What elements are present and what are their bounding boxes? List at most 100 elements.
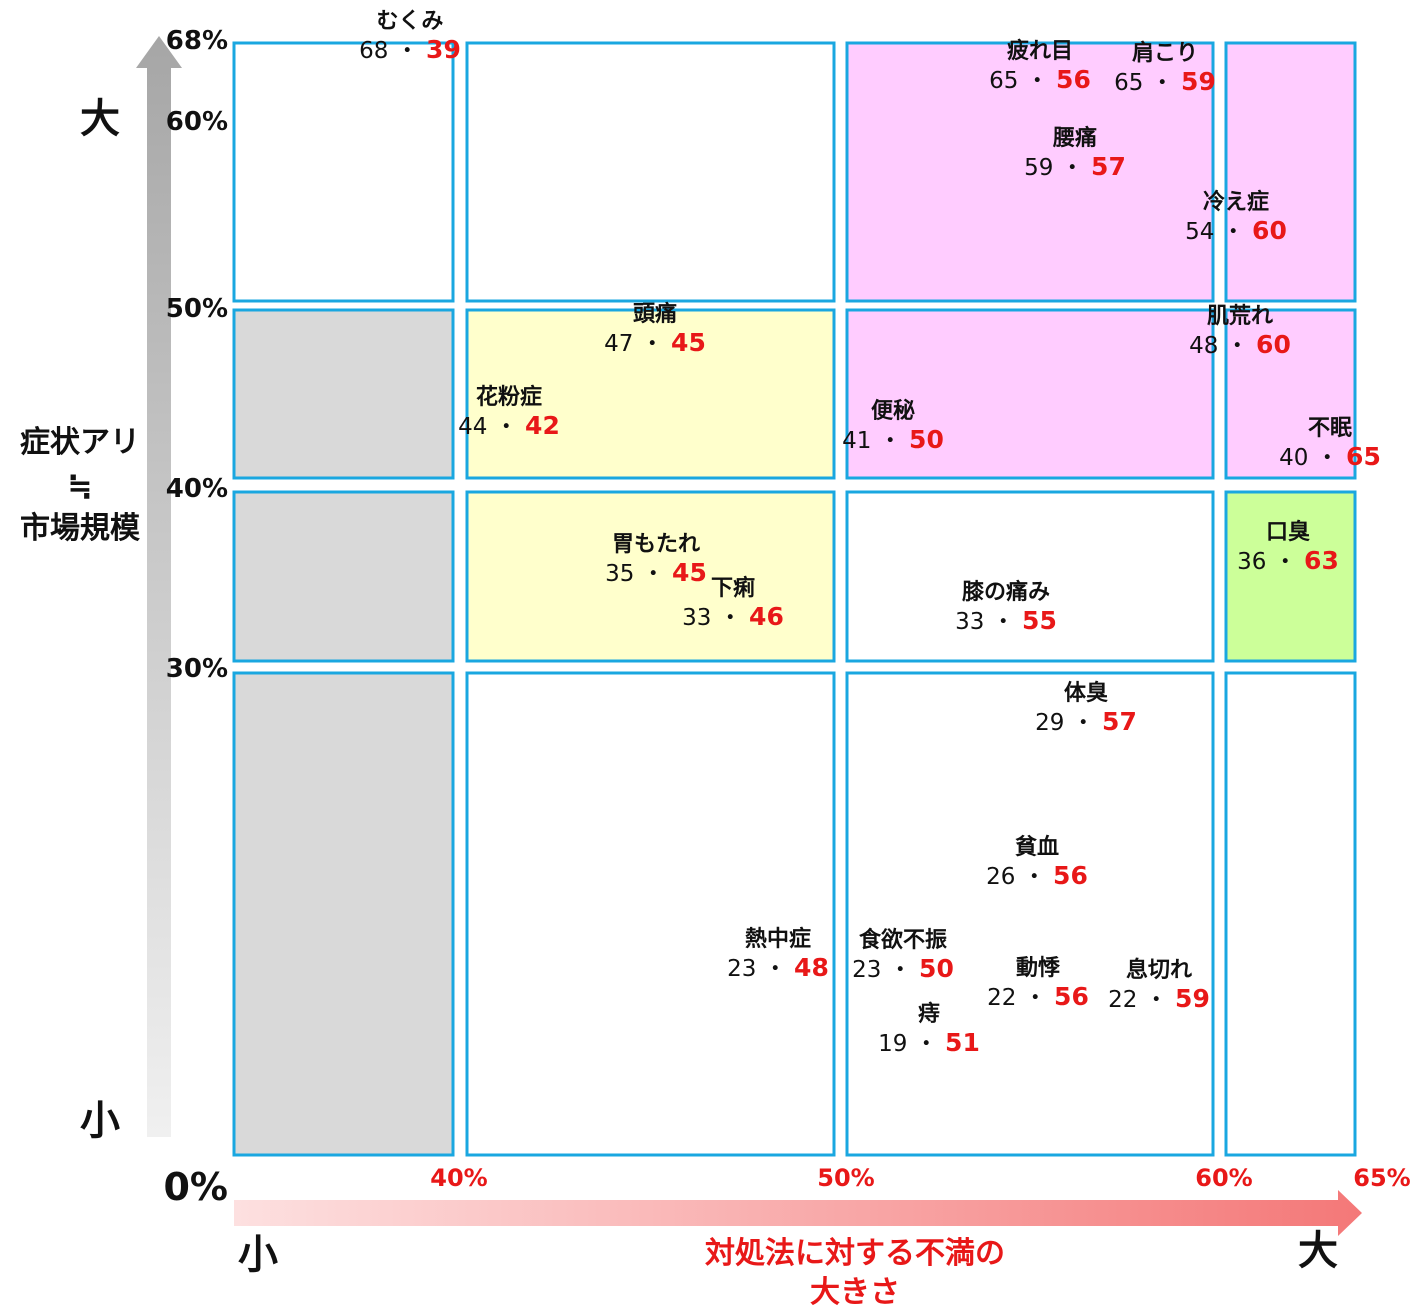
y-tick-label: 0% [163, 1165, 228, 1209]
point-x-value: 42 [525, 411, 560, 440]
point-name: 胃もたれ [612, 532, 700, 557]
quadrant-cell [1224, 490, 1357, 663]
point-value: 26 ・ 56 [986, 861, 1088, 890]
quadrant-cell [1224, 41, 1357, 303]
x-tick-label: 65% [1353, 1164, 1410, 1192]
y-axis-ticks: 68% 60% 50% 40% 30% 0% [163, 26, 228, 1209]
quadrant-cell [232, 41, 455, 303]
point-value: 23 ・ 50 [852, 954, 954, 983]
point-value: 41 ・ 50 [842, 425, 944, 454]
point-name: 息切れ [1126, 957, 1192, 983]
point-name: 動悸 [1016, 956, 1061, 981]
quadrant-cell [465, 490, 836, 663]
point-value: 36 ・ 63 [1237, 546, 1339, 575]
point-value: 22 ・ 56 [987, 982, 1089, 1011]
point-value: 65 ・ 59 [1114, 67, 1216, 96]
point-name: 腰痛 [1052, 125, 1097, 151]
point-value: 29 ・ 57 [1035, 707, 1137, 736]
point-value: 59 ・ 57 [1024, 152, 1126, 181]
point-y-value: 22 ・ [987, 985, 1054, 1011]
y-tick-label: 40% [166, 474, 228, 504]
point-value: 35 ・ 45 [605, 558, 707, 587]
point-y-value: 54 ・ [1185, 219, 1252, 245]
point-y-value: 35 ・ [605, 561, 672, 587]
data-point: 痔19 ・ 51 [878, 1001, 980, 1057]
quadrant-cell [465, 41, 836, 303]
quadrant-cell [465, 308, 836, 480]
point-x-value: 57 [1091, 152, 1126, 181]
x-tick-label: 50% [817, 1164, 874, 1192]
y-tick-label: 60% [166, 107, 228, 137]
point-y-value: 68 ・ [359, 38, 426, 64]
y-tick-label: 30% [166, 654, 228, 684]
quadrant-cell [845, 671, 1215, 1157]
point-y-value: 59 ・ [1024, 155, 1091, 181]
point-value: 40 ・ 65 [1279, 442, 1381, 471]
point-x-value: 48 [794, 953, 829, 982]
x-axis-arrow [234, 1190, 1362, 1236]
point-x-value: 59 [1181, 67, 1216, 96]
point-x-value: 55 [1022, 606, 1057, 635]
point-name: 不眠 [1308, 416, 1352, 441]
point-value: 23 ・ 48 [727, 953, 829, 982]
point-x-value: 56 [1056, 65, 1091, 94]
x-axis-title-line-1: 対処法に対する不満の [705, 1236, 1005, 1271]
point-name: 冷え症 [1203, 189, 1269, 215]
point-y-value: 26 ・ [986, 864, 1053, 890]
y-axis-title-line-2: ≒ [67, 469, 92, 504]
point-value: 54 ・ 60 [1185, 216, 1287, 245]
point-y-value: 23 ・ [852, 957, 919, 983]
point-y-value: 29 ・ [1035, 710, 1102, 736]
x-axis-title-line-2: 大きさ [810, 1275, 900, 1309]
point-x-value: 65 [1346, 442, 1381, 471]
y-axis-low-label: 小 [80, 1098, 120, 1144]
point-value: 47 ・ 45 [604, 328, 706, 357]
quadrant-cell [845, 41, 1215, 303]
point-x-value: 45 [672, 558, 707, 587]
y-axis-arrow [136, 36, 182, 1137]
point-y-value: 44 ・ [458, 414, 525, 440]
point-x-value: 39 [426, 35, 461, 64]
point-name: 体臭 [1064, 680, 1108, 706]
point-value: 48 ・ 60 [1189, 330, 1291, 359]
y-axis-high-label: 大 [80, 96, 120, 142]
point-name: 花粉症 [476, 384, 542, 410]
point-value: 22 ・ 59 [1108, 984, 1210, 1013]
point-value: 65 ・ 56 [989, 65, 1091, 94]
quadrant-cell [232, 671, 455, 1157]
point-value: 44 ・ 42 [458, 411, 560, 440]
point-name: 下痢 [711, 575, 755, 601]
point-x-value: 59 [1175, 984, 1210, 1013]
y-tick-label: 50% [166, 294, 228, 324]
point-x-value: 50 [909, 425, 944, 454]
point-value: 68 ・ 39 [359, 35, 461, 64]
quadrant-cell [1224, 308, 1357, 480]
point-x-value: 51 [945, 1028, 980, 1057]
quadrant-cell [845, 490, 1215, 663]
y-tick-label: 68% [166, 26, 228, 56]
point-y-value: 33 ・ [682, 605, 749, 631]
point-value: 33 ・ 46 [682, 602, 784, 631]
point-value: 19 ・ 51 [878, 1028, 980, 1057]
x-axis-ticks: 40% 50% 60% 65% [430, 1164, 1410, 1192]
quadrant-cell [1224, 671, 1357, 1157]
point-x-value: 56 [1054, 982, 1089, 1011]
point-name: 食欲不振 [859, 927, 947, 953]
